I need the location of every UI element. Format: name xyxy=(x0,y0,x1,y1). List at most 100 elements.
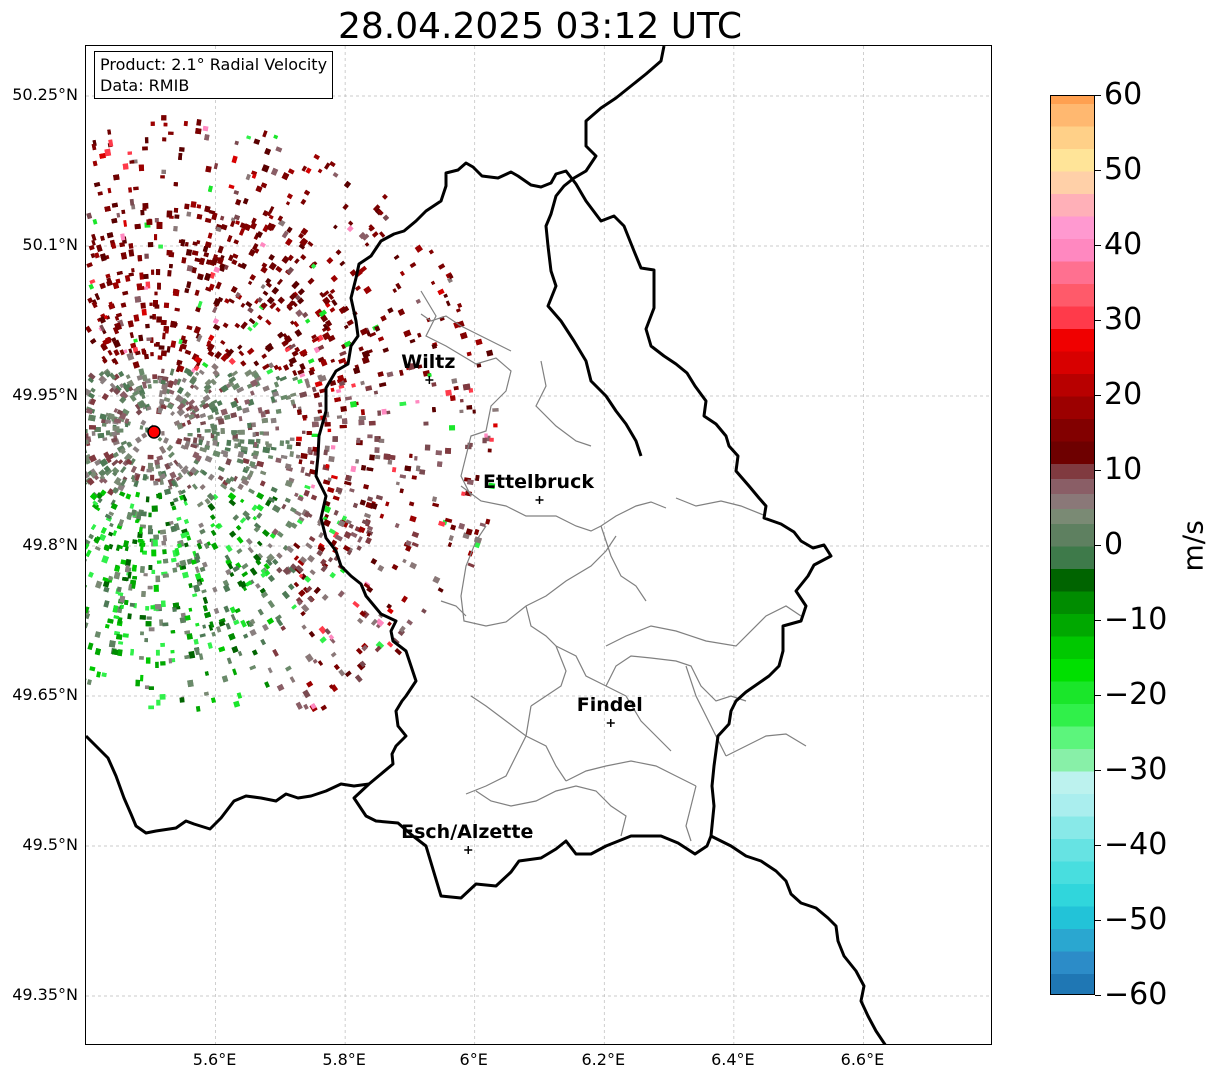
map-title: 28.04.2025 03:12 UTC xyxy=(337,6,743,47)
echo-pixel xyxy=(280,454,288,460)
echo-pixel xyxy=(148,686,154,690)
echo-pixel xyxy=(250,369,259,377)
colorbar-tick-label: −40 xyxy=(1104,827,1168,862)
echo-pixel xyxy=(228,530,237,538)
echo-pixel xyxy=(338,357,347,364)
echo-pixel xyxy=(290,320,295,326)
echo-pixel xyxy=(90,387,96,393)
echo-pixel xyxy=(207,473,215,481)
echo-pixel xyxy=(204,217,212,224)
canton-line xyxy=(460,525,617,627)
echo-pixel xyxy=(106,232,114,239)
echo-pixel xyxy=(148,627,155,632)
echo-pixel xyxy=(327,334,336,343)
echo-pixel xyxy=(318,374,327,383)
echo-pixel xyxy=(135,350,141,356)
echo-pixel xyxy=(202,125,209,132)
echo-pixel xyxy=(86,448,88,454)
echo-pixel xyxy=(112,326,120,335)
echo-pixel xyxy=(187,679,194,688)
echo-pixel xyxy=(113,349,120,357)
echo-pixel xyxy=(174,307,180,312)
echo-pixel xyxy=(365,537,372,545)
echo-pixel xyxy=(179,617,187,624)
echo-pixel xyxy=(92,500,99,506)
echo-pixel xyxy=(237,344,243,350)
echo-pixel xyxy=(488,482,496,490)
echo-pixel xyxy=(178,338,183,345)
echo-pixel xyxy=(196,542,203,550)
echo-pixel xyxy=(103,544,110,551)
echo-pixel xyxy=(125,558,132,567)
echo-pixel xyxy=(309,468,316,475)
echo-pixel xyxy=(87,377,94,384)
canton-line xyxy=(535,360,592,447)
echo-pixel xyxy=(455,308,461,313)
echo-pixel xyxy=(259,431,264,435)
echo-pixel xyxy=(199,484,206,490)
echo-pixel xyxy=(300,466,305,474)
echo-pixel xyxy=(153,584,159,592)
echo-pixel xyxy=(290,399,296,406)
echo-pixel xyxy=(282,566,292,576)
echo-pixel xyxy=(144,685,150,690)
echo-pixel xyxy=(122,290,129,296)
echo-pixel xyxy=(431,496,438,503)
echo-pixel xyxy=(211,363,219,371)
echo-pixel xyxy=(304,484,311,490)
border-germany-east xyxy=(544,46,666,457)
echo-pixel xyxy=(346,549,353,556)
echo-pixel xyxy=(323,449,328,456)
radar-map[interactable] xyxy=(85,45,992,1045)
echo-pixel xyxy=(181,422,186,427)
echo-pixel xyxy=(108,413,115,420)
echo-pixel xyxy=(217,245,224,254)
echo-pixel xyxy=(128,243,134,249)
echo-pixel xyxy=(275,457,282,464)
echo-pixel xyxy=(147,454,154,460)
echo-pixel xyxy=(277,331,285,339)
echo-pixel xyxy=(297,297,305,305)
echo-pixel xyxy=(170,630,176,634)
echo-pixel xyxy=(295,565,304,573)
echo-pixel xyxy=(375,618,385,627)
echo-pixel xyxy=(183,518,190,525)
echo-pixel xyxy=(337,590,345,598)
echo-pixel xyxy=(246,383,253,389)
echo-pixel xyxy=(288,356,297,365)
echo-pixel xyxy=(279,440,285,447)
echo-pixel xyxy=(484,433,488,438)
echo-pixel xyxy=(244,399,250,405)
echo-pixel xyxy=(163,302,170,309)
echo-pixel xyxy=(317,660,324,666)
echo-pixel xyxy=(300,227,309,236)
echo-pixel xyxy=(449,425,456,431)
echo-pixel xyxy=(404,465,412,472)
echo-pixel xyxy=(129,394,137,402)
echo-pixel xyxy=(115,544,121,552)
echo-pixel xyxy=(88,414,96,422)
echo-pixel xyxy=(256,230,263,239)
echo-pixel xyxy=(247,307,254,314)
echo-pixel xyxy=(327,428,332,433)
echo-pixel xyxy=(289,450,294,458)
colorbar-band xyxy=(1051,838,1094,862)
echo-pixel xyxy=(137,538,144,543)
echo-pixel xyxy=(486,349,494,357)
echo-pixel xyxy=(386,410,391,415)
echo-pixel xyxy=(386,371,394,378)
echo-pixel xyxy=(256,512,263,519)
echo-pixel xyxy=(210,522,216,528)
echo-pixel xyxy=(196,239,201,245)
colorbar-tick-label: −10 xyxy=(1104,602,1168,637)
echo-pixel xyxy=(222,453,229,458)
echo-pixel xyxy=(202,605,208,612)
echo-pixel xyxy=(374,325,381,332)
echo-pixel xyxy=(109,382,117,390)
latitude-tick-label: 49.35°N xyxy=(12,985,78,1004)
echo-pixel xyxy=(102,358,108,364)
echo-pixel xyxy=(253,553,262,563)
echo-pixel xyxy=(180,489,186,495)
echo-pixel xyxy=(94,648,101,656)
echo-pixel xyxy=(220,384,229,393)
